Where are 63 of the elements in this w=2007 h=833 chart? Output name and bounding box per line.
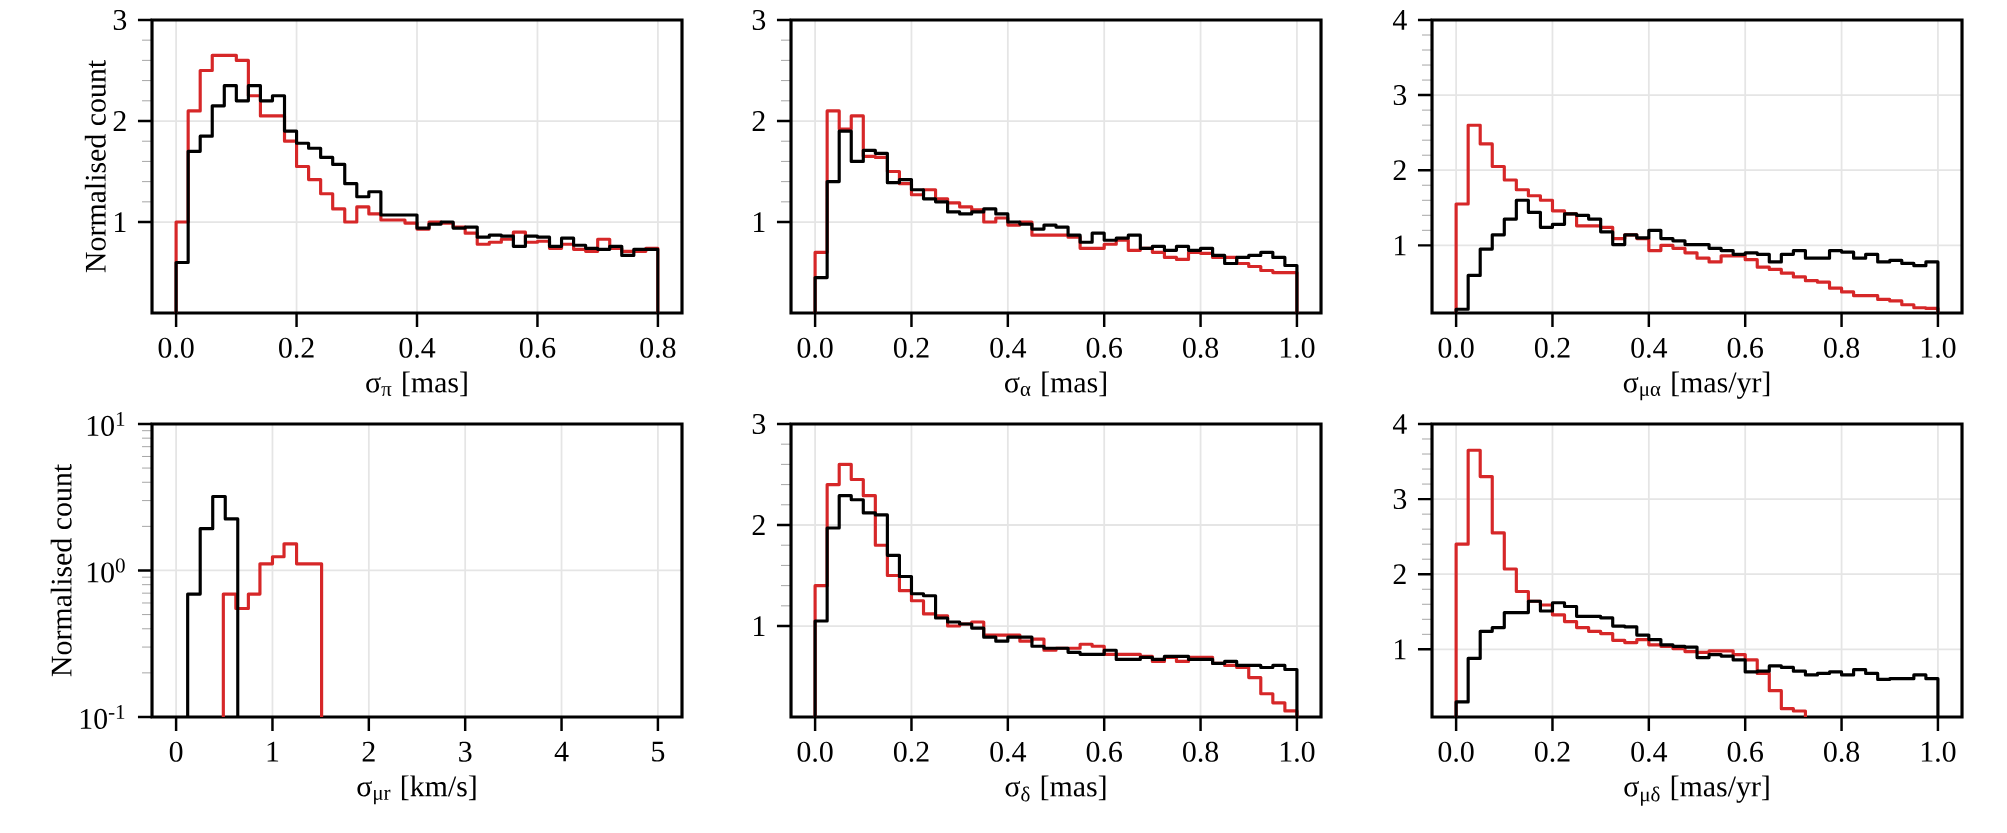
x-tick-label: 3 bbox=[459, 741, 472, 762]
y-tick-label: 4 bbox=[1392, 414, 1407, 434]
x-tick-label: 0.6 bbox=[1086, 741, 1122, 763]
x-tick-label: 5 bbox=[652, 741, 665, 762]
x-axis-title: σ$_{μα}$ [mas/yr] bbox=[1623, 371, 1770, 401]
y-tick-label: 1 bbox=[754, 616, 765, 636]
x-tick-label: 0.4 bbox=[990, 741, 1027, 763]
x-tick-label: 0.0 bbox=[797, 337, 833, 359]
x-tick-label: 0.4 bbox=[1631, 741, 1668, 763]
x-axis-title: σ$_{μδ}$ [mas/yr] bbox=[1624, 775, 1769, 806]
x-tick-label: 0.8 bbox=[640, 337, 676, 359]
x-tick-label: 0.0 bbox=[1438, 741, 1474, 763]
x-axis-title: σ$_{μr}$ [km/s] bbox=[357, 775, 476, 805]
y-tick-label: 10$^{-1}$ bbox=[80, 705, 125, 729]
x-tick-label: 0.6 bbox=[1086, 337, 1122, 359]
x-tick-label: 0.6 bbox=[1727, 741, 1763, 763]
y-tick-label: 1 bbox=[1395, 639, 1406, 660]
x-tick-label: 1.0 bbox=[1921, 741, 1956, 763]
x-tick-label: 0.0 bbox=[1438, 337, 1474, 359]
x-tick-label: 0.2 bbox=[279, 337, 314, 359]
y-tick-label: 2 bbox=[1393, 564, 1406, 585]
x-tick-label: 1.0 bbox=[1280, 741, 1315, 763]
x-tick-label: 0.2 bbox=[1534, 741, 1570, 763]
y-tick-label: 4 bbox=[1392, 10, 1407, 30]
y-tick-label: 10$^{1}$ bbox=[87, 412, 125, 436]
y-axis-title: Normalised count bbox=[50, 464, 72, 677]
x-tick-label: 0.6 bbox=[1727, 337, 1763, 359]
x-tick-label: 0.8 bbox=[1824, 337, 1860, 359]
x-tick-label: 0.4 bbox=[1631, 337, 1668, 359]
y-tick-label: 10$^{0}$ bbox=[87, 558, 125, 583]
y-axis-title: Normalised count bbox=[84, 60, 106, 273]
x-tick-label: 0.0 bbox=[158, 337, 194, 359]
x-tick-label: 0.8 bbox=[1183, 337, 1219, 359]
x-tick-label: 0.8 bbox=[1824, 741, 1860, 763]
y-tick-label: 2 bbox=[1393, 160, 1406, 181]
x-tick-label: 0.6 bbox=[519, 337, 556, 359]
x-tick-label: 1.0 bbox=[1921, 337, 1956, 359]
x-axis-title: σ$_{δ}$ [mas] bbox=[1005, 775, 1106, 802]
x-axis-title: σ$_{π}$ [mas] bbox=[366, 371, 467, 397]
y-tick-label: 3 bbox=[1393, 489, 1407, 510]
x-tick-label: 0.4 bbox=[990, 337, 1027, 359]
x-tick-label: 0.0 bbox=[797, 741, 833, 763]
x-tick-label: 1.0 bbox=[1280, 337, 1315, 359]
y-tick-label: 2 bbox=[113, 111, 126, 131]
y-tick-label: 2 bbox=[752, 111, 765, 131]
x-tick-label: 2 bbox=[362, 741, 375, 762]
x-tick-label: 0.4 bbox=[399, 337, 436, 359]
x-tick-label: 0 bbox=[169, 741, 183, 762]
y-tick-label: 3 bbox=[752, 413, 766, 435]
x-tick-label: 0.2 bbox=[1534, 337, 1570, 359]
x-tick-label: 0.2 bbox=[893, 337, 929, 359]
y-tick-label: 3 bbox=[113, 9, 127, 31]
x-tick-label: 0.2 bbox=[893, 741, 929, 763]
y-tick-label: 3 bbox=[1393, 85, 1407, 106]
x-axis-title: σ$_{α}$ [mas] bbox=[1005, 371, 1106, 397]
y-tick-label: 1 bbox=[754, 212, 765, 232]
y-tick-label: 2 bbox=[752, 515, 765, 535]
x-tick-label: 4 bbox=[554, 741, 569, 762]
y-tick-label: 3 bbox=[752, 9, 766, 31]
y-tick-label: 1 bbox=[1395, 235, 1406, 256]
x-tick-label: 1 bbox=[267, 741, 279, 762]
x-tick-label: 0.8 bbox=[1183, 741, 1219, 763]
y-tick-label: 1 bbox=[115, 212, 126, 232]
